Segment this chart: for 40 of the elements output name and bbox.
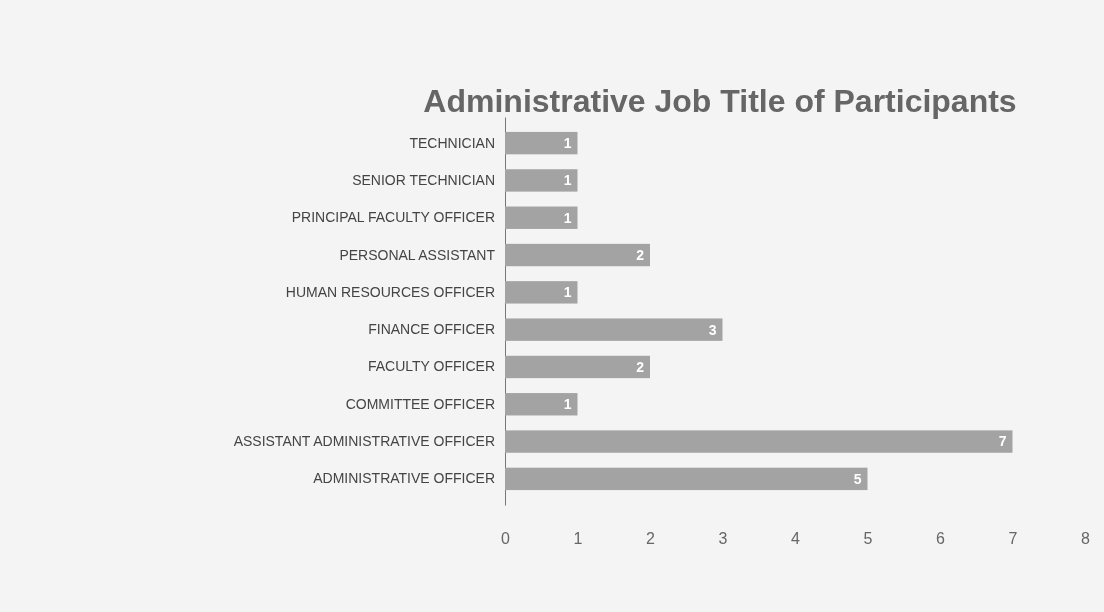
x-tick-label: 2 [646, 530, 656, 548]
bar [505, 318, 723, 341]
bar [505, 355, 650, 379]
y-tick-label: FINANCE OFFICER [368, 321, 495, 338]
data-label: 1 [563, 396, 572, 413]
y-tick-label: PRINCIPAL FACULTY OFFICER [291, 209, 495, 226]
x-tick-label: 3 [718, 530, 728, 548]
bar [505, 169, 578, 192]
data-label: 1 [563, 284, 572, 301]
bar [505, 430, 1013, 453]
x-tick-label: 0 [501, 530, 511, 548]
y-tick-label: HUMAN RESOURCES OFFICER [285, 283, 495, 300]
data-label: 1 [563, 135, 572, 152]
bar [505, 243, 650, 267]
data-label: 7 [998, 433, 1007, 450]
x-tick-label: 1 [573, 530, 583, 548]
x-tick-label: 5 [863, 530, 873, 548]
data-label: 1 [563, 209, 572, 226]
data-label: 3 [708, 321, 717, 338]
bar [505, 131, 578, 155]
y-tick-label: ASSISTANT ADMINISTRATIVE OFFICER [233, 433, 495, 450]
y-tick-label: COMMITTEE OFFICER [345, 395, 495, 412]
x-tick-label: 6 [936, 530, 946, 548]
data-label: 2 [636, 358, 645, 375]
bar [505, 206, 578, 229]
bar [505, 467, 868, 491]
y-tick-label: TECHNICIAN [409, 134, 495, 151]
chart-title: Administrative Job Title of Participants [423, 83, 1017, 119]
bar [505, 281, 578, 304]
data-label: 5 [853, 470, 862, 487]
y-tick-label: ADMINISTRATIVE OFFICER [313, 470, 495, 487]
y-tick-label: PERSONAL ASSISTANT [339, 246, 496, 263]
x-tick-label: 4 [791, 530, 801, 548]
data-label: 1 [563, 172, 572, 189]
x-tick-label: 8 [1081, 530, 1091, 548]
data-label: 2 [636, 246, 645, 263]
x-tick-label: 7 [1008, 530, 1018, 548]
y-tick-label: SENIOR TECHNICIAN [352, 171, 495, 188]
y-tick-label: FACULTY OFFICER [367, 358, 495, 375]
bar [505, 393, 578, 416]
